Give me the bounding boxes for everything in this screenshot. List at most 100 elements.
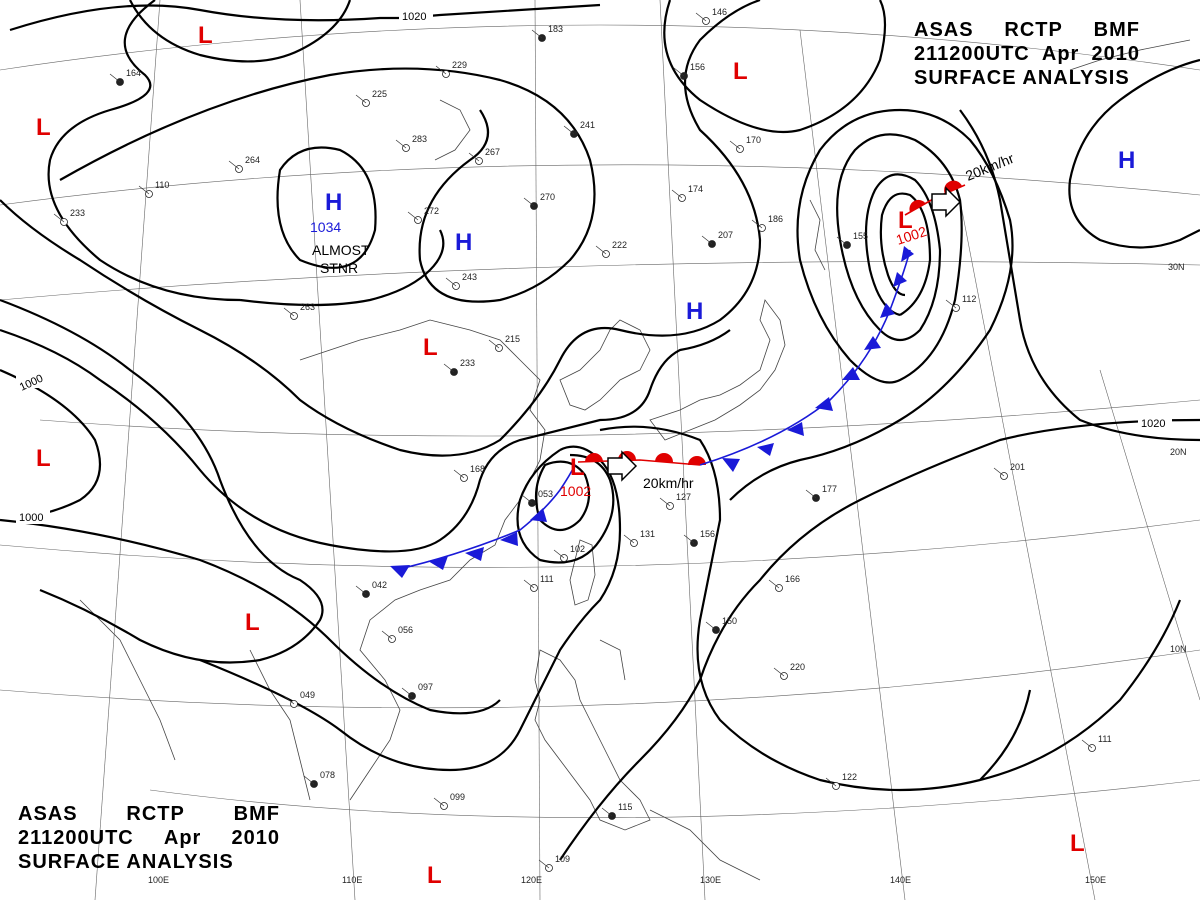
wind-barb <box>445 277 457 287</box>
wind-barb <box>659 497 671 507</box>
wind-barb <box>671 189 683 199</box>
title-product: SURFACE ANALYSIS <box>18 851 234 873</box>
cold-front-east <box>699 246 914 472</box>
warm-front-semicircle <box>585 453 603 462</box>
title-center: RCTP <box>126 803 185 825</box>
wind-barb <box>523 197 535 207</box>
isobar-label: 1020 <box>1141 418 1165 430</box>
cold-front-triangle <box>842 367 860 380</box>
station-pressure: 166 <box>785 574 800 584</box>
low-center-marker: L <box>898 207 913 234</box>
cold-front-triangle <box>722 458 740 472</box>
wind-barb <box>825 777 837 787</box>
station-pressure: 215 <box>505 334 520 344</box>
station-pressure: 183 <box>548 24 563 34</box>
title-issuer: BMF <box>233 803 280 825</box>
wind-barb <box>701 235 713 245</box>
stationary-note-line: STNR <box>320 260 358 276</box>
title-time: 211200UTC <box>914 43 1030 65</box>
wind-barb <box>695 12 707 22</box>
high-center-marker: H <box>325 189 342 216</box>
station-pressure: 111 <box>540 574 554 584</box>
station-pressure: 042 <box>372 580 387 590</box>
low-center-marker: L <box>570 454 585 481</box>
motion-arrow-np: 20km/hr <box>931 150 1016 218</box>
low-center-marker: L <box>733 58 748 85</box>
stationary-note-line: ALMOST <box>312 242 370 258</box>
station-pressure: 049 <box>300 690 315 700</box>
high-center-marker: H <box>1118 147 1135 174</box>
wind-barb <box>751 219 763 229</box>
wind-barb <box>601 807 613 817</box>
station-pressure: 201 <box>1010 462 1025 472</box>
low-center-marker: L <box>245 609 260 636</box>
wind-barb <box>768 579 780 589</box>
wind-barb <box>381 630 393 640</box>
station-pressure: 078 <box>320 770 335 780</box>
station-pressure: 102 <box>570 544 585 554</box>
cold-front-triangle <box>864 336 881 350</box>
cold-front-triangle <box>893 272 907 287</box>
station-pressure: 186 <box>768 214 783 224</box>
low-center-marker: L <box>198 22 213 49</box>
cold-front-triangle <box>901 246 914 262</box>
lat-label: 10N <box>1170 644 1187 654</box>
station-pressure: 110 <box>155 180 169 190</box>
station-pressure: 155 <box>853 231 868 241</box>
title-issuer: BMF <box>1093 19 1140 41</box>
high-center-value: 1034 <box>310 219 341 235</box>
wind-barb <box>401 687 413 697</box>
title-month: Apr <box>163 827 202 849</box>
title-month: Apr <box>1041 43 1080 65</box>
wind-barb <box>468 152 480 162</box>
motion-speed: 20km/hr <box>643 475 694 491</box>
wind-barb <box>355 585 367 595</box>
stationary-note: ALMOST STNR <box>312 242 373 276</box>
wind-barb <box>407 211 419 221</box>
station-pressure: 170 <box>746 135 761 145</box>
station-pressure: 207 <box>718 230 733 240</box>
station-pressure: 168 <box>470 464 485 474</box>
title-block-bottom-left: ASAS RCTP BMF 211200UTC Apr 2010 SURFACE… <box>18 802 280 874</box>
cold-front-triangle <box>500 532 518 546</box>
station-pressure: 174 <box>688 184 703 194</box>
station-pressure: 243 <box>462 272 477 282</box>
station-pressure: 270 <box>540 192 555 202</box>
station-pressure: 272 <box>424 206 439 216</box>
wind-barb <box>523 579 535 589</box>
wind-barb <box>435 65 447 75</box>
wind-barb <box>531 29 543 39</box>
wind-barb <box>283 307 295 317</box>
isobar-label: 1000 <box>19 512 43 524</box>
lon-label: 100E <box>148 875 169 885</box>
station-pressure: 099 <box>450 792 465 802</box>
cold-front-triangle <box>880 303 895 318</box>
warm-front-semicircle <box>909 199 926 212</box>
station-pressure: 122 <box>842 772 857 782</box>
station-pressure: 097 <box>418 682 433 692</box>
lat-label: 30N <box>1168 262 1185 272</box>
title-center: RCTP <box>1004 19 1063 41</box>
cold-front-triangle <box>465 547 484 561</box>
cold-front-triangle <box>428 556 448 570</box>
low-center-marker: L <box>1070 830 1085 857</box>
lon-label: 130E <box>700 875 721 885</box>
station-pressure: 112 <box>962 294 976 304</box>
isobars <box>0 0 1200 861</box>
high-center-marker: H <box>455 229 472 256</box>
wind-barb <box>138 185 150 195</box>
station-pressure: 146 <box>712 7 727 17</box>
station-pressure: 283 <box>412 134 427 144</box>
title-time: 211200UTC <box>18 827 134 849</box>
station-pressure: 127 <box>676 492 691 502</box>
wind-barb <box>228 160 240 170</box>
wind-barb <box>538 859 550 869</box>
wind-barb <box>109 73 121 83</box>
lon-label: 150E <box>1085 875 1106 885</box>
wind-barb <box>993 467 1005 477</box>
low-center-marker: L <box>36 445 51 472</box>
pressure-centers: H 1034 H H H L 1002 L 1002 L L L L L L L… <box>36 22 1135 889</box>
wind-barb <box>553 549 565 559</box>
lon-label: 140E <box>890 875 911 885</box>
